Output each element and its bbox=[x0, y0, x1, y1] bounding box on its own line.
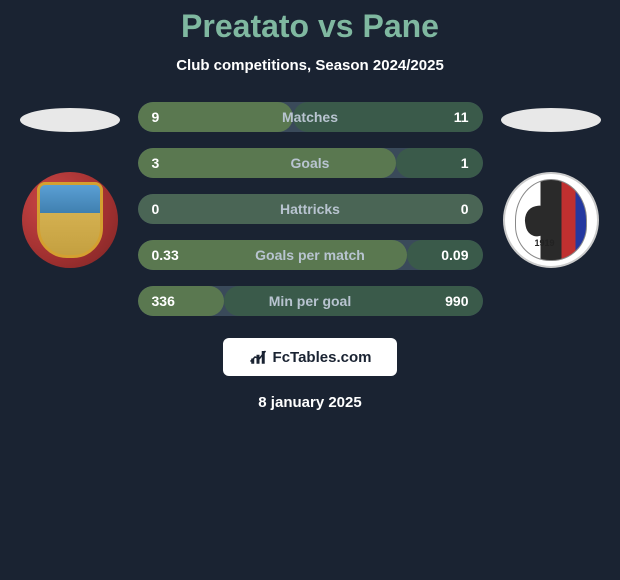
stat-fill-left bbox=[138, 148, 397, 178]
stat-fill-right bbox=[224, 286, 483, 316]
comparison-subtitle: Club competitions, Season 2024/2025 bbox=[176, 57, 444, 74]
site-logo-text: FcTables.com bbox=[273, 349, 372, 366]
stat-row: 0.33 Goals per match 0.09 bbox=[138, 240, 483, 270]
stat-label: Goals per match bbox=[255, 247, 365, 263]
stat-label: Matches bbox=[282, 109, 338, 125]
stat-fill-right bbox=[396, 148, 482, 178]
left-club-badge-icon bbox=[22, 172, 118, 268]
stat-right-value: 1 bbox=[461, 155, 469, 171]
stat-label: Min per goal bbox=[269, 293, 351, 309]
stat-left-value: 336 bbox=[152, 293, 175, 309]
stat-right-value: 0 bbox=[461, 201, 469, 217]
stat-row: 9 Matches 11 bbox=[138, 102, 483, 132]
content-row: 9 Matches 11 3 Goals 1 0 Hattricks 0 0.33 Goals pe… bbox=[20, 102, 601, 316]
left-side-column bbox=[20, 102, 120, 268]
stat-left-value: 3 bbox=[152, 155, 160, 171]
right-club-badge-icon: 1919 bbox=[503, 172, 599, 268]
stat-right-value: 0.09 bbox=[441, 247, 468, 263]
stat-right-value: 990 bbox=[445, 293, 468, 309]
stat-label: Goals bbox=[291, 155, 330, 171]
chart-icon bbox=[249, 348, 267, 366]
site-logo-box: FcTables.com bbox=[223, 338, 398, 376]
comparison-date: 8 january 2025 bbox=[258, 394, 361, 411]
stat-row: 0 Hattricks 0 bbox=[138, 194, 483, 224]
stat-row: 3 Goals 1 bbox=[138, 148, 483, 178]
stat-right-value: 11 bbox=[454, 109, 469, 125]
stats-column: 9 Matches 11 3 Goals 1 0 Hattricks 0 0.33 Goals pe… bbox=[138, 102, 483, 316]
stat-row: 336 Min per goal 990 bbox=[138, 286, 483, 316]
left-player-ellipse bbox=[20, 108, 120, 132]
stat-fill-left bbox=[138, 286, 224, 316]
stat-left-value: 0 bbox=[152, 201, 160, 217]
stat-left-value: 9 bbox=[152, 109, 160, 125]
stat-label: Hattricks bbox=[280, 201, 340, 217]
right-badge-year: 1919 bbox=[535, 238, 555, 248]
comparison-title: Preatato vs Pane bbox=[181, 8, 439, 45]
right-player-ellipse bbox=[501, 108, 601, 132]
stat-fill-left bbox=[138, 102, 293, 132]
right-side-column: 1919 bbox=[501, 102, 601, 268]
stat-left-value: 0.33 bbox=[152, 247, 179, 263]
